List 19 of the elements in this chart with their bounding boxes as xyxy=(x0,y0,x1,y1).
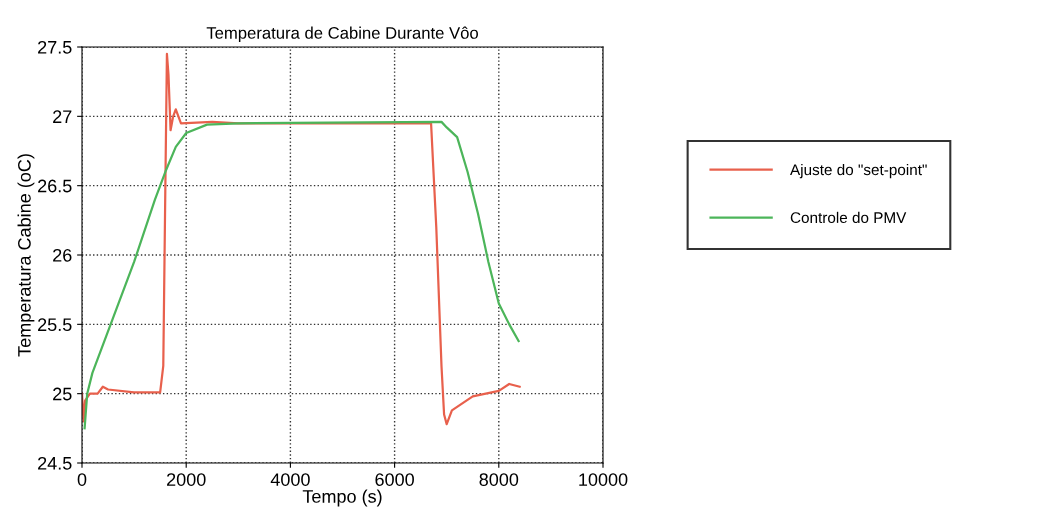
y-tick-label: 25 xyxy=(53,387,72,401)
x-tick-label: 2000 xyxy=(167,473,206,486)
chart-title: Temperatura de Cabine Durante Vôo xyxy=(206,26,478,43)
x-tick-label: 6000 xyxy=(375,473,414,486)
y-tick-label: 25.5 xyxy=(38,318,72,332)
y-tick-label: 26.5 xyxy=(38,179,72,193)
y-tick-label: 27.5 xyxy=(38,40,72,54)
line-series xyxy=(83,120,520,430)
y-tick-label: 27 xyxy=(53,110,72,123)
x-tick-label: 0 xyxy=(77,473,87,486)
y-tick-label: 24.5 xyxy=(38,456,72,470)
x-axis-title: Tempo (s) xyxy=(302,489,382,507)
y-axis-title: Temperatura Cabine (oC) xyxy=(17,154,35,357)
legend-label: Ajuste do "set-point" xyxy=(790,163,927,179)
x-tick-label: 4000 xyxy=(270,473,310,486)
x-tick-label: 8000 xyxy=(479,473,519,486)
x-tick-label: 10000 xyxy=(579,473,628,486)
y-tick-label: 26 xyxy=(53,248,72,262)
legend-label: Controle do PMV xyxy=(790,211,907,224)
